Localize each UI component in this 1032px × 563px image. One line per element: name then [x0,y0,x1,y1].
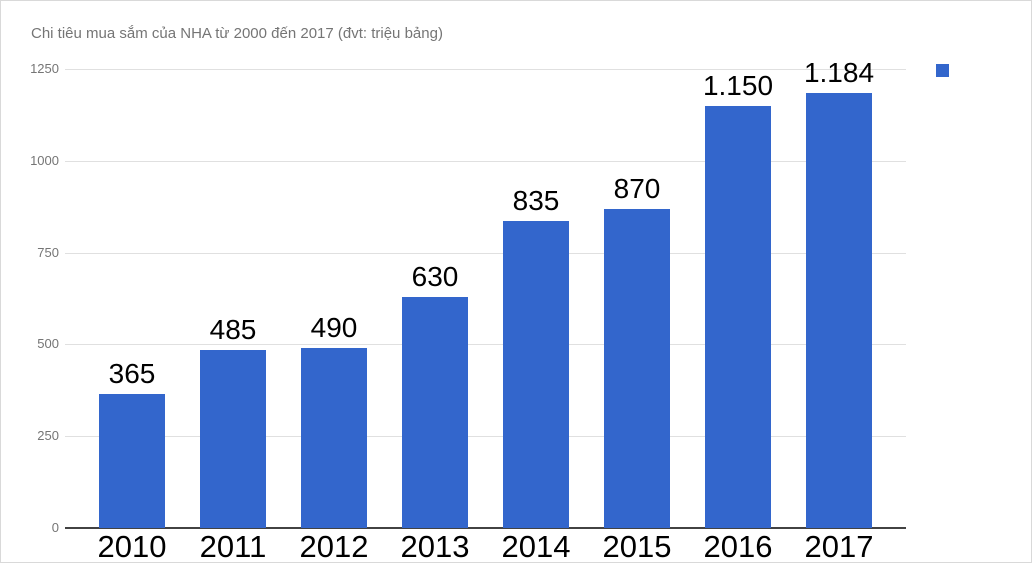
x-category-label: 2013 [400,529,470,563]
bar-value-label: 835 [512,185,560,217]
bar[interactable] [301,348,367,528]
gridline [65,252,906,254]
y-tick-label: 1250 [30,61,59,76]
x-axis-baseline [65,527,906,529]
bar-value-label: 365 [108,357,156,389]
bar[interactable] [200,349,266,528]
bar-value-label: 1.150 [702,69,774,101]
y-tick-label: 750 [37,244,59,260]
y-tick-label: 250 [37,428,59,444]
bar[interactable] [503,221,569,528]
bar[interactable] [806,93,872,528]
x-category-label: 2016 [703,529,773,563]
bar-value-label: 870 [613,172,661,204]
gridline [65,344,906,346]
x-category-label: 2017 [804,529,874,563]
chart-title: Chi tiêu mua sắm của NHA từ 2000 đến 201… [31,25,443,42]
bar[interactable] [99,393,165,528]
x-category-label: 2011 [199,529,267,563]
y-tick-label: 500 [37,336,59,352]
gridline [65,436,906,438]
gridline [65,160,906,162]
bar[interactable] [402,296,468,528]
bar-value-label: 485 [209,313,257,345]
y-tick-label: 0 [51,520,59,535]
legend-marker[interactable] [936,64,949,77]
y-tick-label: 1000 [30,152,59,168]
x-category-label: 2015 [602,529,672,563]
bar-value-label: 630 [411,260,459,292]
bar[interactable] [604,208,670,528]
bar-value-label: 1.184 [803,57,875,89]
bar[interactable] [705,105,771,528]
gridline [65,69,906,70]
x-category-label: 2012 [299,529,369,563]
x-category-label: 2014 [501,529,571,563]
bar-value-label: 490 [310,312,358,344]
x-category-label: 2010 [97,529,167,563]
